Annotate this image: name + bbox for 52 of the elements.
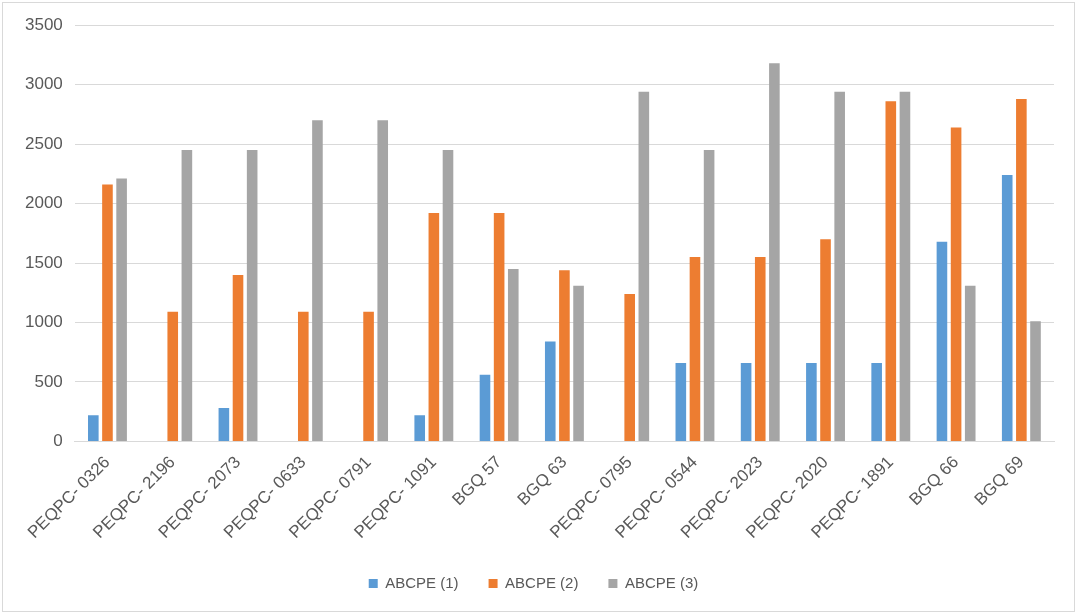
y-tick-label: 500 [34,371,63,391]
bar [246,150,258,441]
y-tick-label: 3500 [24,14,63,34]
bar [703,150,715,441]
bar [740,362,752,441]
y-tick-label: 1500 [24,252,63,272]
bar [950,127,962,441]
bar [1001,175,1013,441]
bar [871,362,882,441]
bar [834,91,845,441]
legend-label: ABCPE (2) [505,573,579,591]
bar [297,311,309,441]
bar [964,285,976,441]
bar [675,362,687,441]
bar [806,362,817,441]
bar [1030,321,1041,441]
bar [312,120,323,441]
y-tick-label: 0 [53,431,63,451]
bar [377,120,389,441]
bar [754,257,766,441]
bar [428,213,440,441]
y-tick-label: 1000 [24,312,63,332]
bar [507,268,519,441]
bar [573,285,584,441]
bar [544,341,556,441]
legend-label: ABCPE (3) [624,573,699,591]
bar [232,274,244,441]
bar [885,101,897,441]
legend-label: ABCPE (1) [385,573,459,591]
y-tick-label: 2500 [24,133,63,153]
bar [936,241,948,441]
bar [769,63,780,441]
bar [638,91,650,441]
bar [218,408,230,441]
bar [689,257,701,441]
bar [1016,98,1027,441]
bar [116,178,127,441]
bar [820,239,831,441]
bar [181,150,193,441]
bar [102,184,113,441]
bar [88,415,99,441]
bar [363,311,374,441]
bar [559,270,570,441]
bar [414,415,426,441]
bar [624,293,635,441]
y-tick-label: 2000 [24,193,63,213]
y-tick-label: 3000 [24,74,63,94]
bar [493,213,505,441]
bar [479,374,491,441]
bar [899,91,911,441]
bar [442,150,454,441]
bar [167,311,179,441]
